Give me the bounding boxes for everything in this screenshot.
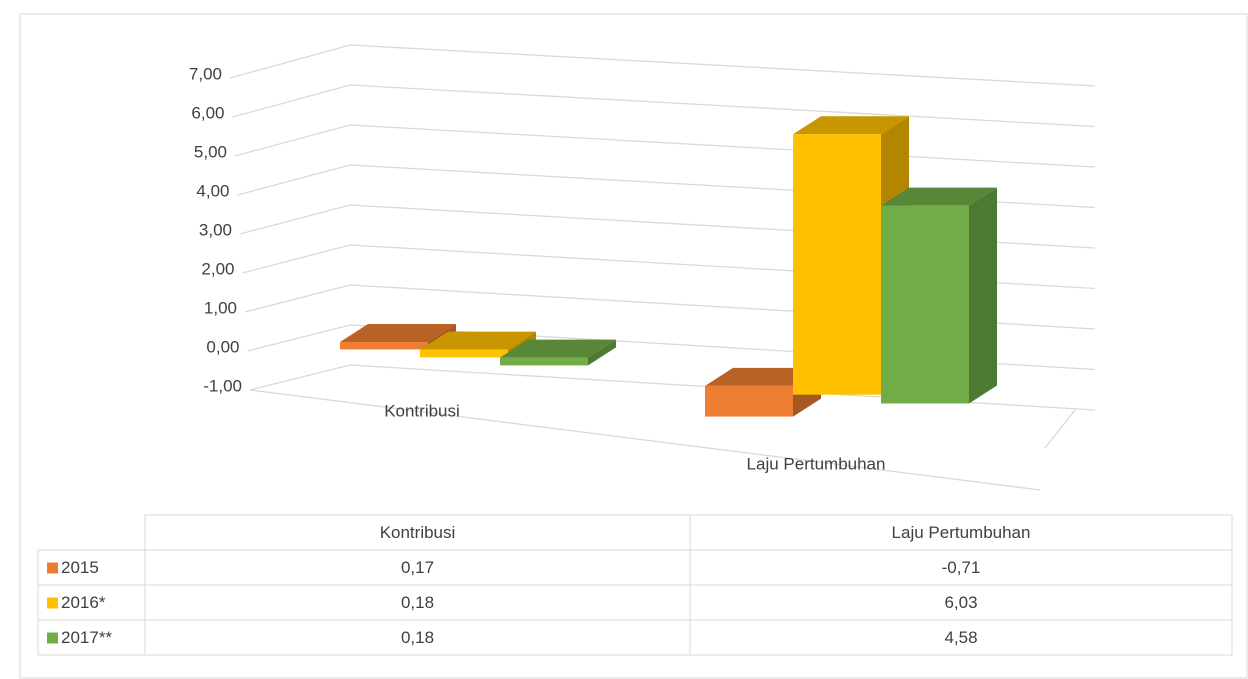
- bar: [705, 385, 793, 417]
- y-tick-label: 5,00: [194, 142, 227, 161]
- y-tick-label: 4,00: [196, 181, 229, 200]
- table-body-border: [37, 549, 1233, 656]
- legend-swatch: [47, 597, 58, 609]
- x-tick-label: Laju Pertumbuhan: [747, 454, 886, 473]
- legend-label: 2017**: [61, 628, 112, 647]
- bar: [420, 349, 508, 358]
- table-value: 6,03: [944, 593, 977, 612]
- table-value: 0,18: [401, 628, 434, 647]
- data-table: Kontribusi Laju Pertumbuhan 2015 0,17 -0,71 2…: [37, 514, 1233, 656]
- floor-edge: [1044, 409, 1076, 449]
- y-tick-label: 3,00: [199, 220, 232, 239]
- table-value: 0,18: [401, 593, 434, 612]
- legend-label: 2016*: [61, 593, 106, 612]
- y-tick-label: 0,00: [206, 337, 239, 356]
- grid-line: [249, 364, 1096, 411]
- grid-line: [229, 44, 1096, 87]
- bar-top: [793, 116, 909, 135]
- bar-top: [500, 339, 616, 358]
- bar-top: [705, 367, 821, 386]
- bar-side: [969, 187, 997, 404]
- grid-line: [232, 84, 1096, 128]
- bar: [340, 342, 428, 350]
- table-header: Kontribusi: [380, 523, 456, 542]
- bar-top: [340, 324, 456, 343]
- table-header-border: [144, 514, 1233, 551]
- y-tick-label: 7,00: [189, 64, 222, 83]
- bar-top: [420, 331, 536, 350]
- legend-swatch: [47, 562, 58, 574]
- y-tick-label: 6,00: [191, 103, 224, 122]
- table-header: Laju Pertumbuhan: [892, 523, 1031, 542]
- chart-border: [19, 13, 1248, 679]
- bar: [793, 134, 881, 395]
- bar-top: [881, 187, 997, 206]
- bar: [881, 205, 969, 404]
- x-tick-label: Kontribusi: [384, 401, 460, 420]
- table-value: 0,17: [401, 558, 434, 577]
- grid-line: [234, 124, 1096, 168]
- legend-label: 2015: [61, 558, 99, 577]
- table-value: 4,58: [944, 628, 977, 647]
- y-tick-label: -1,00: [203, 376, 242, 395]
- legend-swatch: [47, 632, 58, 644]
- bars: Kontribusi Laju Pertumbuhan: [340, 116, 997, 473]
- y-tick-label: 1,00: [204, 298, 237, 317]
- table-value: -0,71: [942, 558, 981, 577]
- bar: [500, 357, 588, 366]
- bar-side: [588, 339, 616, 366]
- y-tick-label: 2,00: [201, 259, 234, 278]
- floor-front: [249, 389, 1041, 491]
